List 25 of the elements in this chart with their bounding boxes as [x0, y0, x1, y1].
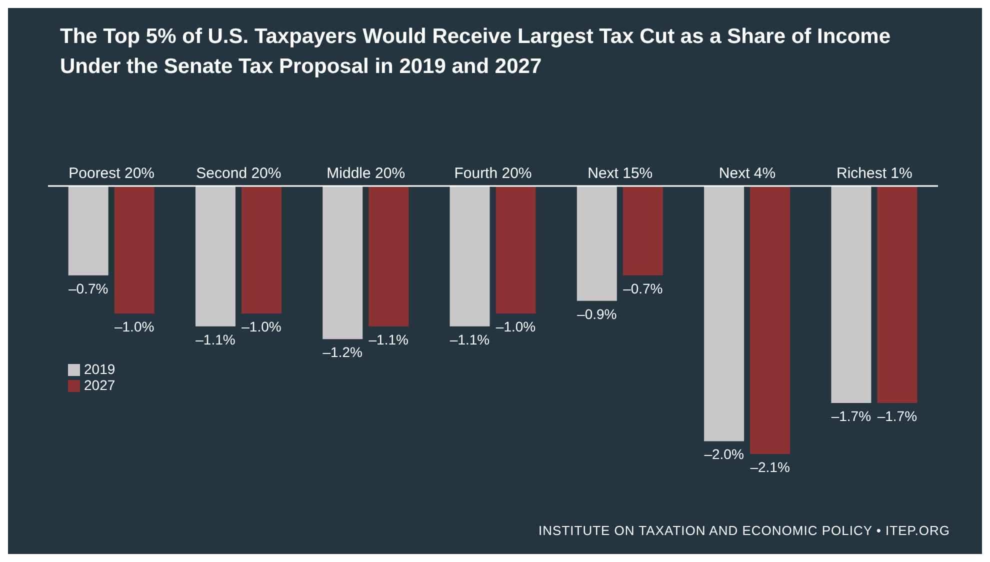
x-tick-label: Richest 1% [836, 165, 912, 182]
data-label: –1.0% [496, 318, 536, 335]
data-label: –1.7% [877, 408, 918, 424]
data-label: –1.1% [368, 331, 408, 348]
x-tick-label: Next 15% [588, 165, 653, 182]
data-label: –2.1% [750, 459, 790, 475]
x-tick-label: Middle 20% [326, 165, 406, 182]
x-tick-label: Next 4% [718, 165, 776, 182]
legend-label: 2027 [84, 377, 116, 393]
data-label: –1.1% [196, 331, 236, 348]
data-label: –1.2% [322, 344, 362, 360]
data-label: –1.0% [242, 318, 282, 335]
legend-label: 2019 [84, 361, 116, 377]
data-label: –1.1% [450, 331, 490, 348]
data-label: –0.7% [68, 280, 108, 296]
x-tick-label: Poorest 20% [68, 165, 155, 182]
chart-title: The Top 5% of U.S. Taxpayers Would Receive Largest Tax Cut as a Share of Income Under the Senate Tax Proposal in 2019 and 2027 [60, 24, 892, 80]
x-tick-label: Second 20% [196, 165, 282, 182]
text: INSTITUTE ON TAXATION AND ECONOMIC POLICY • ITEP.ORG [538, 523, 950, 538]
x-tick-label: Fourth 20% [454, 165, 532, 182]
data-label: –1.7% [831, 408, 872, 424]
data-label: –0.9% [577, 306, 617, 322]
data-label: –2.0% [704, 446, 744, 462]
data-label: –1.0% [114, 318, 154, 335]
data-label: –0.7% [623, 280, 663, 296]
